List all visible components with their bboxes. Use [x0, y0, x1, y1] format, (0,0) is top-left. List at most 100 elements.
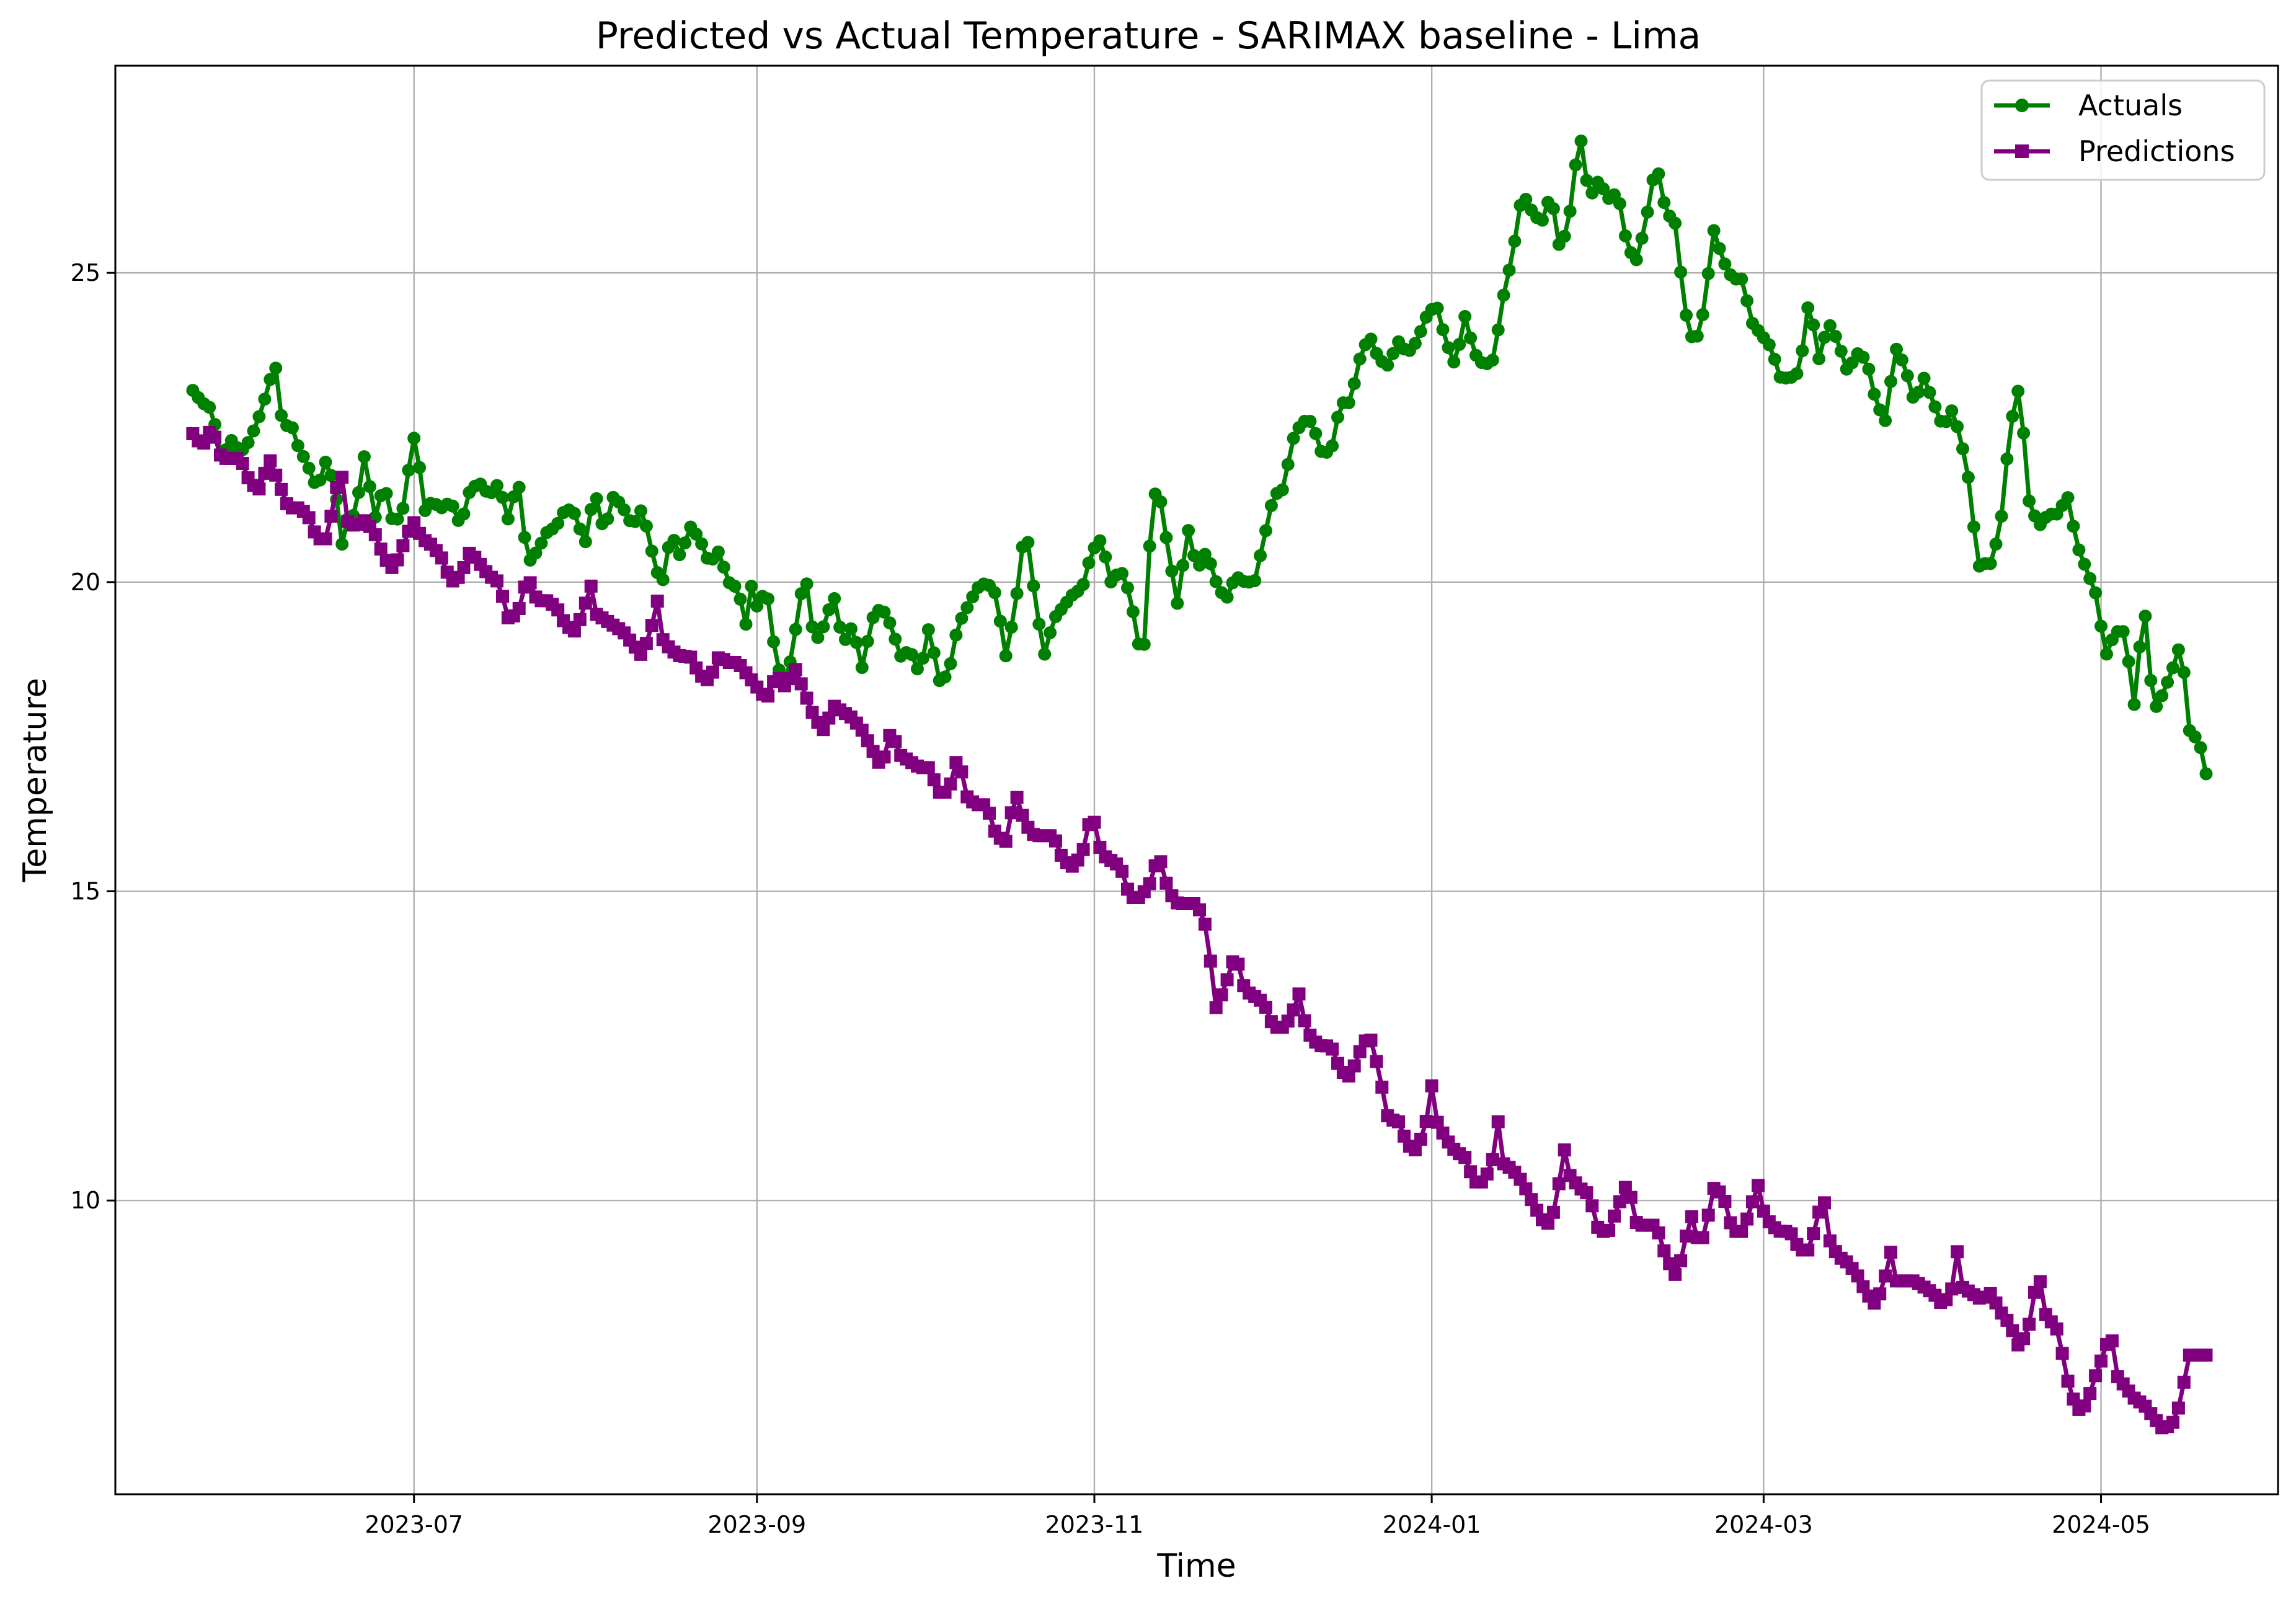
- data-point-actuals: [1995, 510, 2008, 523]
- data-point-actuals: [1546, 202, 1560, 215]
- data-point-actuals: [1580, 174, 1593, 187]
- data-point-actuals: [1027, 579, 1040, 593]
- data-point-predictions: [2171, 1401, 2185, 1415]
- legend-marker-actuals: [2015, 99, 2029, 112]
- data-point-actuals: [1823, 319, 1837, 332]
- data-point-predictions: [1414, 1132, 1427, 1146]
- data-point-actuals: [1690, 329, 1704, 343]
- data-point-predictions: [1298, 1014, 1311, 1027]
- data-point-actuals: [618, 503, 631, 516]
- data-point-predictions: [1480, 1168, 1494, 1181]
- legend-label-actuals: Actuals: [2078, 89, 2183, 122]
- data-point-predictions: [302, 511, 316, 525]
- data-point-actuals: [1563, 205, 1577, 218]
- data-point-predictions: [2017, 1332, 2031, 1345]
- data-point-predictions: [1823, 1234, 1837, 1247]
- data-point-actuals: [1812, 352, 1826, 366]
- data-point-actuals: [275, 409, 288, 422]
- data-point-predictions: [955, 765, 968, 779]
- data-point-actuals: [800, 577, 813, 591]
- data-point-actuals: [1834, 344, 1848, 358]
- data-point-predictions: [1231, 957, 1245, 971]
- data-point-predictions: [1049, 834, 1062, 848]
- data-point-predictions: [1541, 1216, 1554, 1230]
- data-point-predictions: [1425, 1079, 1438, 1092]
- data-point-predictions: [197, 436, 211, 450]
- data-point-predictions: [1143, 877, 1156, 890]
- data-point-actuals: [2194, 741, 2207, 755]
- data-point-predictions: [335, 471, 349, 484]
- plot-series: [186, 135, 2213, 1435]
- data-point-predictions: [706, 665, 719, 679]
- data-point-actuals: [363, 480, 376, 494]
- data-point-actuals: [822, 603, 836, 616]
- data-point-predictions: [2083, 1387, 2097, 1401]
- data-point-predictions: [330, 481, 344, 494]
- data-point-predictions: [1016, 809, 1029, 822]
- data-point-actuals: [407, 432, 421, 445]
- data-point-actuals: [1961, 471, 1975, 484]
- data-point-predictions: [1198, 918, 1212, 931]
- data-point-actuals: [2199, 767, 2213, 781]
- data-point-actuals: [1912, 386, 1925, 399]
- data-point-predictions: [1602, 1223, 1616, 1237]
- data-point-predictions: [1701, 1208, 1715, 1222]
- data-point-actuals: [286, 421, 299, 435]
- data-point-actuals: [927, 646, 941, 660]
- data-point-actuals: [1187, 549, 1200, 562]
- data-point-predictions: [1209, 1001, 1223, 1014]
- series-actuals: [186, 135, 2213, 781]
- data-point-actuals: [313, 473, 327, 487]
- data-point-predictions: [1464, 1165, 1478, 1179]
- data-point-actuals: [673, 548, 686, 562]
- data-point-actuals: [1951, 420, 1964, 433]
- data-point-actuals: [739, 618, 753, 631]
- data-point-predictions: [319, 532, 332, 546]
- data-point-actuals: [1984, 557, 1997, 570]
- data-point-predictions: [1408, 1143, 1422, 1156]
- data-point-actuals: [1203, 557, 1217, 570]
- data-point-actuals: [811, 631, 825, 644]
- data-point-actuals: [1364, 332, 1378, 346]
- data-point-actuals: [1558, 229, 1571, 243]
- data-point-predictions: [1989, 1296, 2003, 1309]
- data-point-actuals: [1657, 196, 1671, 210]
- data-point-predictions: [490, 574, 503, 588]
- data-point-predictions: [2033, 1275, 2047, 1288]
- data-point-actuals: [1287, 432, 1300, 445]
- data-point-predictions: [1364, 1034, 1378, 1047]
- data-point-actuals: [2017, 427, 2031, 440]
- data-point-actuals: [849, 636, 863, 649]
- data-point-actuals: [794, 587, 808, 600]
- data-point-actuals: [1868, 388, 1881, 401]
- data-point-actuals: [2067, 520, 2080, 533]
- data-point-actuals: [2006, 409, 2019, 423]
- data-point-predictions: [1193, 903, 1206, 916]
- data-point-actuals: [1928, 400, 1942, 414]
- data-point-actuals: [1895, 353, 1908, 367]
- data-point-actuals: [1447, 355, 1461, 369]
- data-point-predictions: [1491, 1115, 1505, 1128]
- data-point-actuals: [1862, 362, 1876, 376]
- x-tick-label: 2024-01: [1383, 1511, 1481, 1538]
- data-point-actuals: [1669, 216, 1682, 230]
- data-point-predictions: [1884, 1246, 1897, 1259]
- data-point-predictions: [1486, 1153, 1499, 1166]
- data-point-predictions: [1430, 1115, 1444, 1129]
- data-point-actuals: [1220, 590, 1234, 604]
- data-point-predictions: [2050, 1322, 2063, 1336]
- data-point-predictions: [324, 510, 338, 523]
- data-point-predictions: [578, 596, 592, 610]
- data-point-predictions: [374, 543, 388, 556]
- data-point-predictions: [1259, 1001, 1272, 1014]
- data-point-actuals: [828, 592, 841, 605]
- data-point-actuals: [1154, 495, 1168, 508]
- data-point-predictions: [1945, 1282, 1959, 1296]
- data-point-actuals: [1502, 264, 1516, 277]
- data-point-actuals: [1768, 352, 1781, 366]
- data-point-predictions: [457, 561, 471, 574]
- data-point-actuals: [296, 450, 310, 463]
- data-point-actuals: [1879, 414, 1892, 427]
- data-point-predictions: [523, 576, 537, 590]
- data-point-predictions: [1342, 1069, 1355, 1083]
